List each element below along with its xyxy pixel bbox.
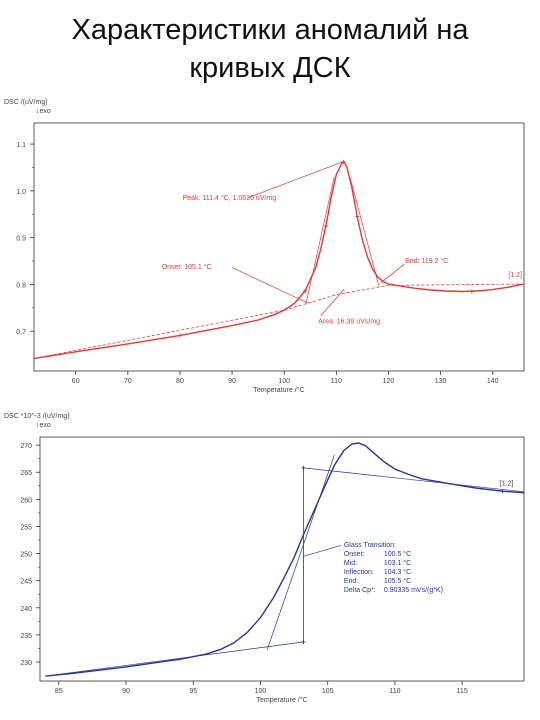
y-tick-label: 255 <box>20 524 32 531</box>
info-value: 105.5 °C <box>384 577 411 585</box>
plot-frame <box>33 122 525 372</box>
x-tick-label: 60 <box>72 378 80 385</box>
curve-marker <box>301 465 306 470</box>
end-annotation: End: 119.2 °C <box>405 257 448 265</box>
inflection-tangent <box>266 454 335 650</box>
y-tick-label: 265 <box>20 470 32 477</box>
info-label: Onset: <box>344 551 365 558</box>
page-title-line-1: Характеристики аномалий на <box>71 14 469 46</box>
info-leader <box>303 545 342 557</box>
x-tick-label: 90 <box>122 688 130 695</box>
y-tick-label: 260 <box>20 497 32 504</box>
dsc-curve <box>33 160 525 360</box>
info-label: Inflection: <box>344 569 374 576</box>
info-value: 100.5 °C <box>384 550 411 558</box>
onset-tangent <box>45 641 304 677</box>
y-axis-label: DSC *10^-3 /(uV/mg) <box>4 413 70 420</box>
y-tick-label: 0.9 <box>16 236 26 243</box>
exo-direction-label: ↓exo <box>36 422 51 429</box>
x-tick-label: 110 <box>389 688 400 695</box>
end-leader <box>380 264 405 284</box>
y-tick-label: 240 <box>20 606 32 613</box>
peak-leader <box>247 161 343 199</box>
area-leader <box>320 288 345 317</box>
page-title-line-2: кривых ДСК <box>189 52 351 84</box>
x-tick-label: 105 <box>322 688 334 695</box>
x-tick-label: 115 <box>457 688 468 695</box>
x-tick-label: 85 <box>55 688 63 695</box>
y-tick-label: 0.7 <box>16 329 26 336</box>
info-label: End: <box>344 578 358 585</box>
x-tick-label: 100 <box>255 688 267 695</box>
y-tick-label: 235 <box>20 633 32 640</box>
info-value: 0.90335 mVs/(g*K) <box>384 587 443 594</box>
x-axis-label: Temperature /°C <box>253 386 304 394</box>
series-id-label: [1.2] <box>500 480 514 487</box>
dsc-glass-transition-chart: 230 235 240 245 250 255 260 265 270 85 90 95 100 105 1… <box>4 413 525 704</box>
area-annotation: Area: 16.39 uVs/mg <box>318 319 380 326</box>
end-tangent <box>349 176 380 287</box>
x-tick-label: 140 <box>487 378 499 385</box>
x-tick-label: 120 <box>383 378 395 385</box>
curve-marker <box>303 288 308 293</box>
y-tick-label: 245 <box>20 579 32 586</box>
curve-marker <box>355 214 360 219</box>
peak-annotation: Peak: 111.4 °C, 1.0620 uV/mg <box>183 194 277 202</box>
y-tick-label: 1.1 <box>16 142 26 149</box>
y-tick-label: 230 <box>20 660 32 667</box>
curve-marker <box>323 223 328 228</box>
info-label: Mid: <box>344 560 357 567</box>
x-axis-label: Temperature /°C <box>256 696 307 704</box>
onset-tangent <box>305 176 335 304</box>
dsc-peak-chart: 0.7 0.8 0.9 1.0 1.1 60 70 80 90 100 110 120 130 140 Te… <box>4 99 525 394</box>
onset-annotation: Onset: 105.1 °C <box>162 263 212 271</box>
baseline-line <box>33 283 525 359</box>
info-label: Glass Transition: <box>344 542 396 549</box>
end-tangent <box>303 467 525 493</box>
plot-frame <box>39 436 525 682</box>
info-value: 103.1 °C <box>384 559 411 567</box>
y-tick-label: 1.0 <box>16 189 26 196</box>
y-tick-label: 270 <box>20 443 32 450</box>
curve-marker <box>177 333 182 338</box>
x-tick-label: 110 <box>331 378 342 385</box>
exo-direction-label: ↓exo <box>36 108 51 115</box>
curve-marker <box>301 639 306 644</box>
x-tick-label: 80 <box>176 378 184 385</box>
x-tick-label: 90 <box>228 378 236 385</box>
y-axis-label: DSC /(uV/mg) <box>4 99 48 106</box>
info-value: 104.3 °C <box>384 568 411 576</box>
y-tick-label: 250 <box>20 552 32 559</box>
dsc-curve <box>45 442 525 677</box>
curve-marker <box>469 289 474 294</box>
x-tick-label: 100 <box>278 378 290 385</box>
onset-leader <box>231 267 309 304</box>
series-id-label: [1.2] <box>508 272 522 279</box>
info-label: Delta Cp*: <box>344 587 376 594</box>
x-tick-label: 95 <box>189 688 197 695</box>
x-tick-label: 130 <box>435 378 447 385</box>
x-tick-label: 70 <box>124 378 132 385</box>
y-tick-label: 0.8 <box>16 282 26 289</box>
